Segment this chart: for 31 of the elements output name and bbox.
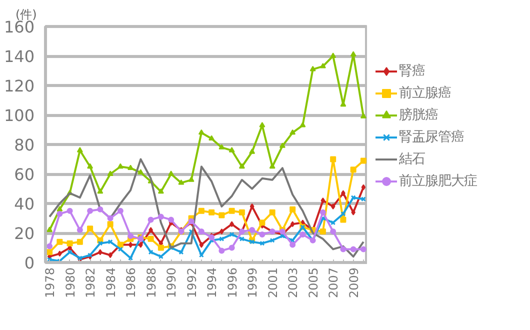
y-tick-label: 100 [4, 106, 35, 125]
x-tick-label: 1988 [144, 267, 158, 298]
x-tick-label: 1999 [246, 267, 260, 298]
x-tick-label: 1980 [63, 267, 78, 298]
x-tick-label: 1984 [104, 267, 118, 298]
legend-label: 腎盂尿管癌 [399, 128, 464, 146]
y-tick-label: 80 [14, 136, 34, 154]
x-tick-label: 1996 [225, 267, 240, 298]
x-tick-label: 1986 [124, 267, 138, 298]
y-tick-label: 40 [14, 194, 34, 214]
x-tick-label: 1994 [205, 267, 220, 298]
legend-label: 前立腺肥大症 [399, 172, 477, 190]
x-tick-label: 2001 [266, 267, 280, 298]
x-tick-label: 2003 [286, 267, 300, 298]
y-tick-label: 140 [4, 47, 35, 66]
y-tick-label: 0 [24, 254, 35, 272]
legend-label: 膀胱癌 [399, 106, 438, 124]
y-tick-label: 60 [14, 165, 34, 184]
legend-label: 腎癌 [399, 62, 425, 80]
x-tick-label: 1992 [184, 267, 199, 298]
y-axis-title: (件) [16, 8, 37, 22]
x-tick-label: 2005 [306, 267, 320, 298]
x-tick-label: 1990 [164, 267, 179, 298]
x-tick-label: 2007 [326, 267, 341, 298]
x-tick-label: 1982 [84, 267, 98, 298]
legend-label: 結石 [399, 151, 425, 168]
x-tick-label: 1978 [43, 267, 58, 298]
x-tick-label: 2009 [346, 267, 361, 298]
y-tick-label: 120 [4, 76, 35, 96]
y-tick-label: 20 [14, 224, 34, 243]
legend-label: 前立腺癌 [399, 84, 451, 102]
